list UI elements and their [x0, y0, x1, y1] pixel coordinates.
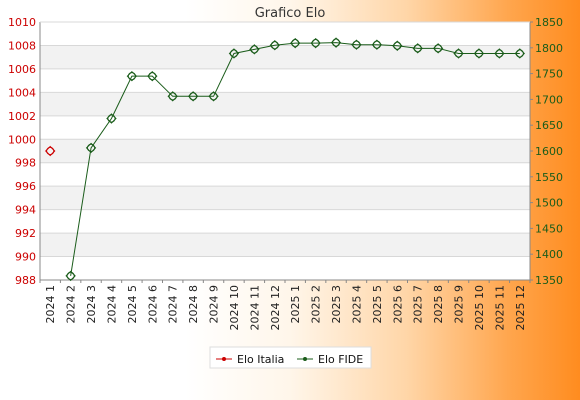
y-left-tick-label: 994 [15, 204, 36, 217]
y-right-tick-label: 1800 [535, 42, 563, 55]
data-point-ring-elo-fide [168, 92, 177, 101]
y-right-tick-label: 1750 [535, 68, 563, 81]
y-left-tick-label: 1000 [8, 133, 36, 146]
data-point-ring-elo-fide [66, 271, 75, 280]
data-point-ring-elo-fide [291, 39, 300, 48]
plot-band [40, 233, 530, 257]
x-tick-label: 2025 3 [330, 285, 343, 324]
data-point-ring-elo-fide [311, 39, 320, 48]
plot-band [40, 139, 530, 163]
x-tick-label: 2025 12 [514, 285, 527, 331]
y-right-tick-label: 1850 [535, 16, 563, 29]
plot-band [40, 186, 530, 210]
x-tick-label: 2025 5 [371, 285, 384, 324]
y-left-tick-label: 992 [15, 227, 36, 240]
y-left-tick-label: 990 [15, 251, 36, 264]
data-point-ring-elo-fide [434, 44, 443, 53]
y-right-tick-label: 1600 [535, 145, 563, 158]
x-tick-label: 2024 1 [44, 285, 57, 324]
x-tick-label: 2025 9 [453, 285, 466, 324]
legend-label-elo-italia: Elo Italia [237, 353, 284, 366]
x-tick-label: 2024 4 [105, 285, 118, 324]
x-tick-label: 2024 5 [126, 285, 139, 324]
x-tick-label: 2024 9 [208, 285, 221, 324]
x-tick-label: 2024 8 [187, 285, 200, 324]
legend: Elo Italia Elo FIDE [209, 346, 372, 369]
data-point-ring-elo-fide [148, 72, 157, 81]
y-right-tick-label: 1400 [535, 248, 563, 261]
plot-band [40, 92, 530, 116]
y-left-tick-label: 998 [15, 157, 36, 170]
y-right-tick-label: 1500 [535, 197, 563, 210]
y-left-tick-label: 1006 [8, 63, 36, 76]
y-right-tick-label: 1650 [535, 119, 563, 132]
series-line-elo-fide [70, 42, 520, 276]
data-point-ring-elo-fide [454, 49, 463, 58]
data-point-ring-elo-fide [86, 143, 96, 153]
y-left-tick-label: 1004 [8, 86, 36, 99]
x-tick-label: 2024 7 [167, 285, 180, 324]
data-point-ring-elo-fide [189, 92, 198, 101]
data-point-ring-elo-fide [474, 49, 484, 58]
data-point-ring-elo-fide [331, 38, 341, 47]
legend-marker-elo-italia [222, 357, 226, 361]
data-point-ring-elo-fide [127, 72, 136, 81]
data-point-ring-elo-fide [352, 40, 361, 49]
y-left-tick-label: 988 [15, 274, 36, 287]
data-point-ring-elo-fide [413, 44, 422, 53]
legend-label-elo-fide: Elo FIDE [318, 353, 363, 366]
x-tick-label: 2025 10 [473, 285, 486, 331]
x-tick-label: 2025 4 [350, 285, 363, 324]
y-right-tick-label: 1550 [535, 171, 563, 184]
x-tick-label: 2025 1 [289, 285, 302, 324]
data-point-ring-elo-fide [515, 49, 524, 58]
y-left-tick-label: 1002 [8, 110, 36, 123]
x-tick-label: 2024 10 [228, 285, 241, 331]
x-tick-label: 2025 8 [432, 285, 445, 324]
x-tick-label: 2024 12 [269, 285, 282, 331]
y-right-tick-label: 1450 [535, 222, 563, 235]
y-left-tick-label: 996 [15, 180, 36, 193]
data-point-ring-elo-fide [229, 49, 239, 58]
y-left-tick-label: 1010 [8, 16, 36, 29]
data-point-ring-elo-fide [393, 41, 402, 50]
x-tick-label: 2025 7 [412, 285, 425, 324]
x-tick-label: 2024 6 [146, 285, 159, 324]
y-left-tick-label: 1008 [8, 39, 36, 52]
legend-box [209, 346, 372, 369]
data-point-ring-elo-fide [209, 92, 218, 101]
data-point-ring-elo-fide [495, 49, 504, 58]
data-point-ring-elo-fide [250, 45, 259, 54]
y-right-tick-label: 1350 [535, 274, 563, 287]
x-tick-label: 2024 11 [248, 285, 261, 331]
y-right-tick-label: 1700 [535, 93, 563, 106]
chart-title: Grafico Elo [255, 6, 326, 21]
x-tick-label: 2025 2 [310, 285, 323, 324]
x-tick-label: 2024 2 [65, 285, 78, 324]
x-tick-label: 2025 6 [391, 285, 404, 324]
legend-marker-elo-fide [303, 357, 307, 361]
data-point-ring-elo-fide [372, 40, 381, 49]
x-tick-label: 2024 3 [85, 285, 98, 324]
data-point-ring-elo-fide [270, 41, 279, 50]
plot-band [40, 45, 530, 69]
data-point-ring-elo-italia [46, 146, 55, 156]
x-tick-label: 2025 11 [493, 285, 506, 331]
data-point-ring-elo-fide [107, 114, 116, 123]
